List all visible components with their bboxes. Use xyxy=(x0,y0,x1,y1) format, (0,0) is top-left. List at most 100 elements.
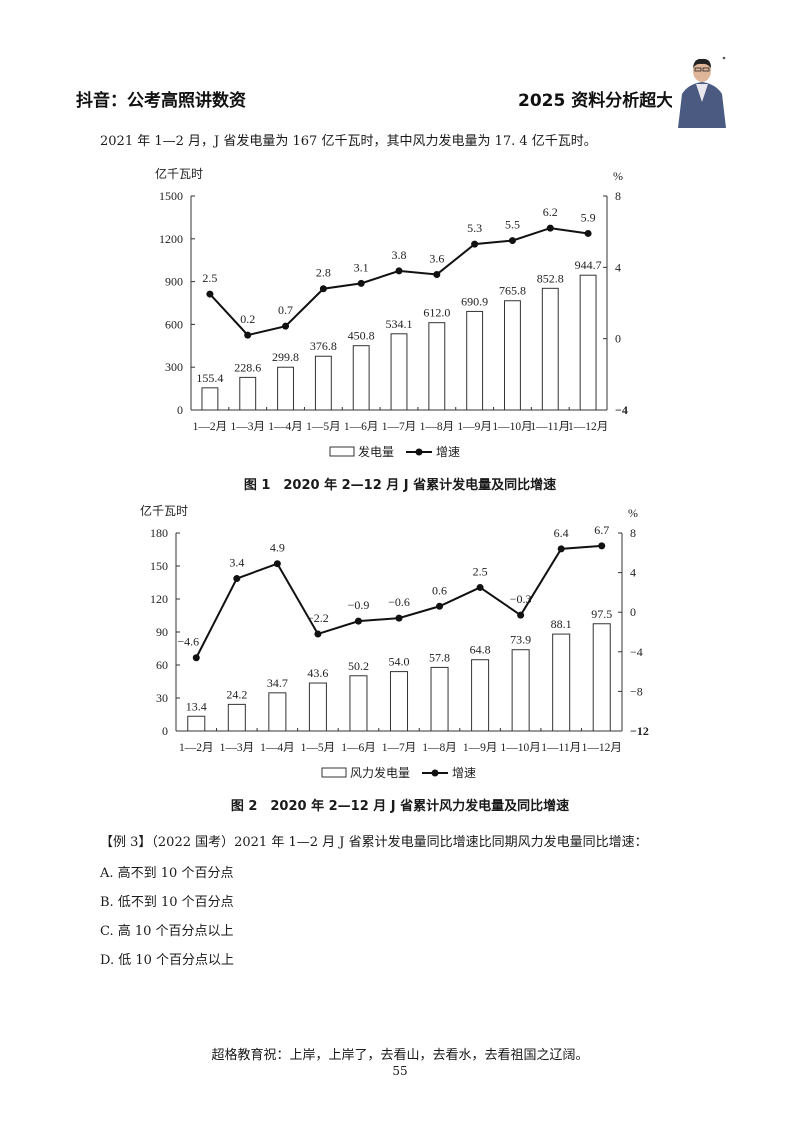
bar xyxy=(541,287,559,411)
svg-text:−8: −8 xyxy=(630,684,643,698)
bar xyxy=(471,659,490,732)
x-tick-label: 1—11月 xyxy=(530,421,570,433)
x-tick-label: 1—7月 xyxy=(382,742,417,754)
x-tick-label: 1—9月 xyxy=(457,421,492,433)
bar xyxy=(201,387,219,411)
svg-text:1500: 1500 xyxy=(159,189,183,203)
line-value-label: 4.9 xyxy=(270,541,285,555)
bar xyxy=(504,300,521,411)
bar xyxy=(466,310,484,411)
line-point xyxy=(436,602,444,610)
left-axis-unit: 亿千瓦时 xyxy=(140,503,188,518)
option-a[interactable]: A. 高不到 10 个百分点 xyxy=(100,866,234,881)
bar xyxy=(314,355,332,411)
line-value-label: 2.8 xyxy=(316,266,331,280)
line-point xyxy=(314,630,322,638)
svg-text:8: 8 xyxy=(615,189,621,203)
bar-value-label: 34.7 xyxy=(267,676,288,690)
legend-bar-label: 风力发电量 xyxy=(350,765,410,780)
bar-value-label: 54.0 xyxy=(389,655,410,669)
bar-value-label: 73.9 xyxy=(510,633,531,647)
legend-line-label: 增速 xyxy=(436,445,460,459)
x-tick-label: 1—3月 xyxy=(230,421,265,433)
x-tick-label: 1—10月 xyxy=(501,742,541,754)
line-point xyxy=(233,575,241,583)
bar xyxy=(428,322,446,411)
bar xyxy=(239,376,257,411)
legend-bar-swatch xyxy=(329,446,355,457)
line-value-label: 5.5 xyxy=(505,218,520,232)
bar-value-label: 944.7 xyxy=(575,258,602,272)
bar xyxy=(268,692,287,732)
bar-value-label: 24.2 xyxy=(226,687,247,701)
presenter-photo xyxy=(672,54,732,128)
line-point xyxy=(206,290,214,298)
line-value-label: 3.1 xyxy=(354,260,369,274)
x-tick-label: 1—8月 xyxy=(420,421,455,433)
x-tick-label: 1—6月 xyxy=(344,421,379,433)
x-tick-label: 1—7月 xyxy=(382,421,417,433)
question-stem: 【例 3】（2022 国考）2021 年 1—2 月 J 省累计发电量同比增速比… xyxy=(100,835,648,850)
line-point xyxy=(584,229,592,237)
line-point xyxy=(395,267,403,275)
svg-text:900: 900 xyxy=(165,275,183,289)
x-tick-label: 1—8月 xyxy=(422,742,457,754)
svg-text:0: 0 xyxy=(162,724,168,738)
chart-total-power: 亿千瓦时 % 0 300 600 900 1200 1500 −4 0 4 8 1—2月 1—3月 1—4月… xyxy=(155,166,628,459)
bar-value-label: 376.8 xyxy=(310,339,337,353)
bar xyxy=(308,682,327,732)
line-point xyxy=(546,224,554,232)
bar-value-label: 50.2 xyxy=(348,659,369,673)
bar xyxy=(389,671,409,732)
line-point xyxy=(273,560,281,568)
svg-text:30: 30 xyxy=(156,691,168,705)
line-point xyxy=(433,270,441,278)
svg-text:90: 90 xyxy=(156,625,168,639)
option-c[interactable]: C. 高 10 个百分点以上 xyxy=(100,924,234,939)
x-tick-label: 1—2月 xyxy=(193,421,228,433)
bar-value-label: 228.6 xyxy=(234,360,261,374)
line-point xyxy=(517,611,525,619)
bar xyxy=(390,333,408,411)
svg-text:150: 150 xyxy=(150,559,168,573)
line-value-label: −0.6 xyxy=(388,595,410,609)
svg-text:0: 0 xyxy=(630,605,636,619)
header-left-text: 抖音：公考高照讲数资 xyxy=(76,91,246,111)
bar-value-label: 299.8 xyxy=(272,350,299,364)
line-value-label: 3.4 xyxy=(229,556,244,570)
bar xyxy=(430,666,449,732)
svg-text:60: 60 xyxy=(156,658,168,672)
option-b[interactable]: B. 低不到 10 个百分点 xyxy=(100,895,234,910)
legend-bar-swatch xyxy=(321,767,347,778)
line-point xyxy=(357,279,365,287)
bar-value-label: 612.0 xyxy=(423,306,450,320)
option-d[interactable]: D. 低 10 个百分点以上 xyxy=(100,953,235,968)
bar-value-label: 852.8 xyxy=(537,271,564,285)
line-point xyxy=(319,285,327,293)
bar xyxy=(579,274,597,411)
bar xyxy=(227,703,246,732)
line-point xyxy=(395,614,403,622)
intro-paragraph: 2021 年 1—2 月，J 省发电量为 167 亿千瓦时，其中风力发电量为 1… xyxy=(100,134,597,149)
page-number: 55 xyxy=(392,1064,408,1078)
line-point xyxy=(244,331,252,339)
bar-value-label: 43.6 xyxy=(307,666,328,680)
bar xyxy=(187,715,206,732)
figure-2-caption: 图 2 2020 年 2—12 月 J 省累计风力发电量及同比增速 xyxy=(230,799,570,814)
line-value-label: 0.2 xyxy=(240,312,255,326)
line-value-label: 0.7 xyxy=(278,303,293,317)
x-tick-label: 1—5月 xyxy=(306,421,341,433)
svg-text:1200: 1200 xyxy=(159,232,183,246)
x-tick-label: 1—12月 xyxy=(582,742,622,754)
x-tick-label: 1—10月 xyxy=(492,421,532,433)
bar-value-label: 534.1 xyxy=(386,317,413,331)
line-value-label: 3.6 xyxy=(429,251,444,265)
line-value-label: 2.5 xyxy=(202,271,217,285)
svg-text:4: 4 xyxy=(630,566,636,580)
line-point xyxy=(557,545,565,553)
x-tick-label: 1—4月 xyxy=(260,742,295,754)
svg-text:4: 4 xyxy=(615,260,621,274)
svg-text:−12: −12 xyxy=(630,724,649,738)
bar xyxy=(349,675,368,732)
x-tick-label: 1—5月 xyxy=(301,742,336,754)
